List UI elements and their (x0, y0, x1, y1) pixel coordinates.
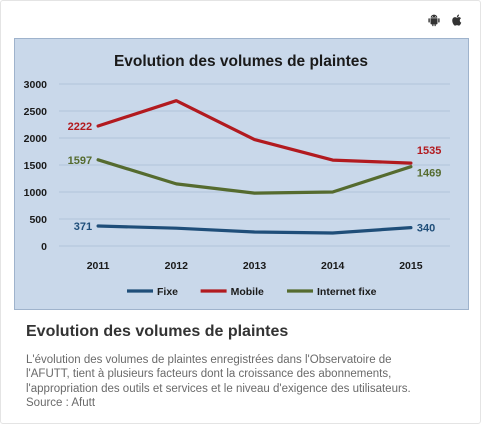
chart-title: Evolution des volumes de plaintes (114, 53, 368, 70)
legend-label: Internet fixe (317, 286, 377, 298)
caption-title: Evolution des volumes de plaintes (26, 323, 289, 340)
apple-icon[interactable] (450, 13, 464, 27)
series-line-mobile (96, 99, 413, 165)
series-line-internet-fixe (96, 158, 413, 195)
caption-text: L'évolution des volumes de plaintes enre… (26, 353, 456, 411)
platform-icons (427, 13, 464, 27)
y-tick-label: 1500 (24, 160, 48, 172)
y-tick-label: 2000 (24, 133, 48, 145)
data-label: 371 (74, 221, 92, 233)
caption-line: l'AFUTT, tient à plusieurs facteurs dont… (26, 368, 392, 381)
legend-label: Mobile (231, 286, 264, 298)
x-tick-label: 2015 (399, 260, 423, 272)
y-tick-label: 1000 (24, 187, 48, 199)
data-label: 2222 (68, 121, 92, 133)
data-label: 1535 (417, 145, 441, 157)
y-tick-label: 0 (41, 241, 47, 253)
chart-image: Evolution des volumes de plaintes 0 500 100… (14, 38, 469, 310)
y-tick-label: 2500 (24, 106, 48, 118)
x-tick-label: 2012 (165, 260, 189, 272)
y-tick-label: 3000 (24, 79, 48, 91)
data-label: 340 (417, 223, 435, 235)
caption-line: l'appropriation des outils et services e… (26, 382, 411, 395)
data-label: 1469 (417, 168, 441, 180)
line-chart: Evolution des volumes de plaintes 0 500 100… (24, 53, 450, 298)
data-label: 1597 (68, 155, 92, 167)
y-tick-label: 500 (29, 214, 47, 226)
caption-line: L'évolution des volumes de plaintes enre… (26, 354, 392, 366)
x-tick-label: 2013 (243, 260, 267, 272)
series-line-fixe (96, 224, 413, 235)
android-icon[interactable] (427, 13, 441, 27)
x-tick-label: 2011 (87, 260, 110, 272)
x-tick-label: 2014 (321, 260, 345, 272)
legend-label: Fixe (157, 286, 178, 298)
caption-source: Source : Afutt (26, 397, 96, 410)
